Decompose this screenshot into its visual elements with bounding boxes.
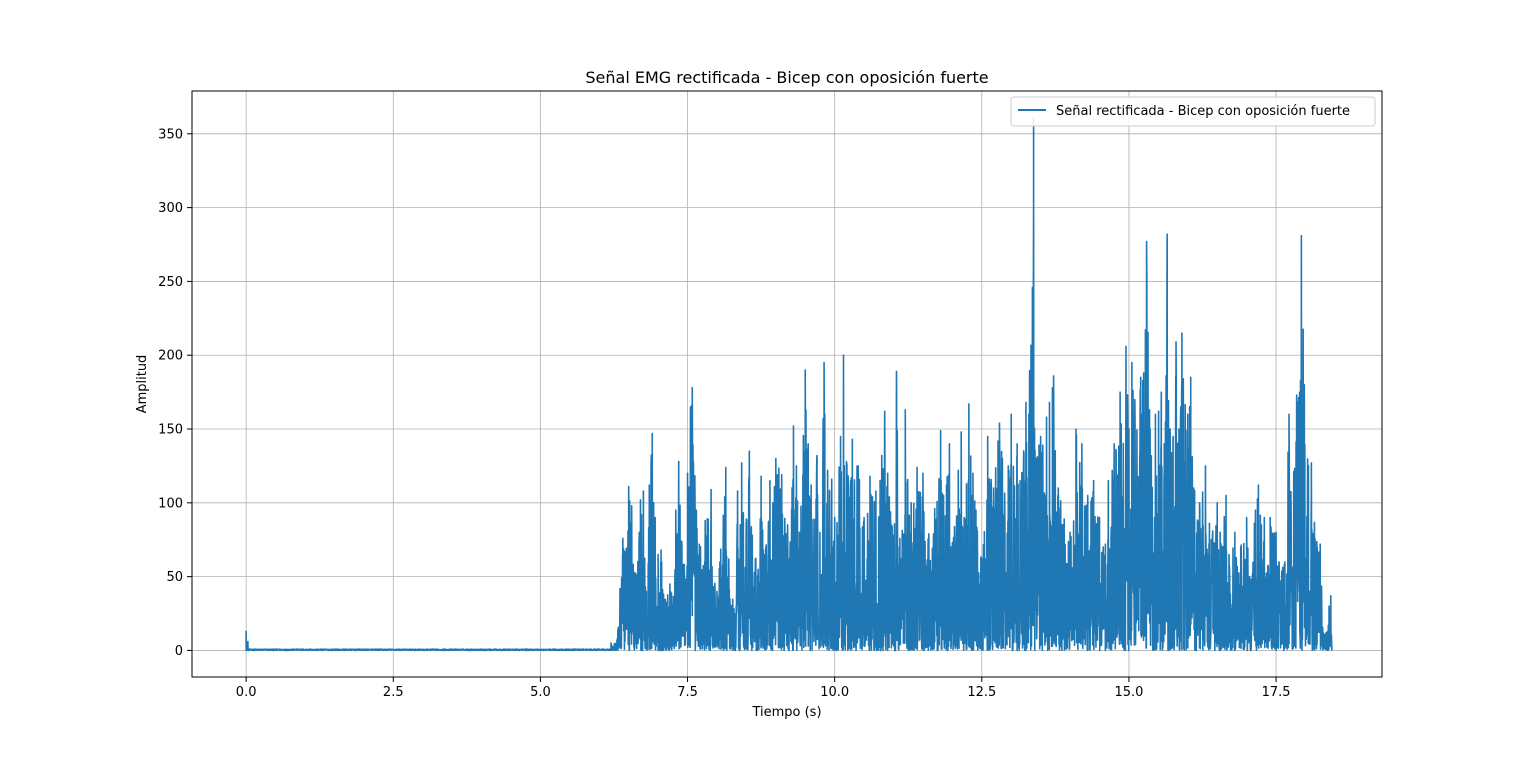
legend-label: Señal rectificada - Bicep con oposición …	[1056, 104, 1350, 119]
y-axis-label: Amplitud	[135, 355, 150, 414]
x-tick-label: 15.0	[1114, 685, 1143, 700]
plot-area	[245, 116, 1333, 652]
chart-title: Señal EMG rectificada - Bicep con oposic…	[585, 68, 988, 87]
x-tick-label: 7.5	[677, 685, 698, 700]
axes-frame	[191, 90, 1383, 678]
y-tick-label: 100	[158, 496, 183, 511]
x-axis-ticks: 0.0 2.5 5.0 7.5 10.0 12.5 15.0 17.5	[236, 677, 1291, 700]
legend: Señal rectificada - Bicep con oposición …	[1010, 96, 1376, 127]
y-tick-label: 350	[158, 127, 183, 142]
x-tick-label: 5.0	[530, 685, 551, 700]
y-tick-label: 200	[158, 349, 183, 364]
x-axis-label: Tiempo (s)	[751, 705, 821, 720]
x-tick-label: 10.0	[820, 685, 849, 700]
x-tick-label: 17.5	[1262, 685, 1291, 700]
x-tick-label: 2.5	[383, 685, 404, 700]
x-tick-label: 12.5	[967, 685, 996, 700]
y-tick-label: 300	[158, 201, 183, 216]
y-axis-ticks: 0 50 100 150 200 250 300 350	[158, 127, 192, 659]
y-tick-label: 150	[158, 423, 183, 438]
x-tick-label: 0.0	[236, 685, 257, 700]
emg-series-line	[245, 116, 1333, 652]
y-tick-label: 0	[175, 644, 183, 659]
y-tick-label: 50	[166, 570, 183, 585]
series-group	[245, 116, 1333, 652]
y-tick-label: 250	[158, 275, 183, 290]
legend-box	[1010, 96, 1376, 127]
